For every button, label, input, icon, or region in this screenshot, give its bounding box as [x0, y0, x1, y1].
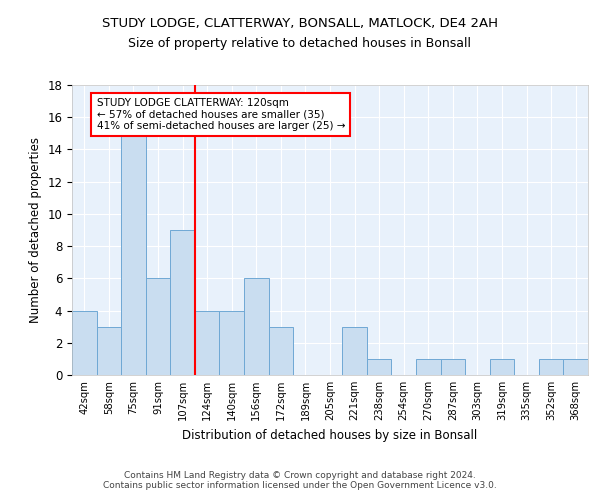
Text: STUDY LODGE CLATTERWAY: 120sqm
← 57% of detached houses are smaller (35)
41% of : STUDY LODGE CLATTERWAY: 120sqm ← 57% of … — [97, 98, 345, 131]
Bar — [563, 359, 588, 375]
Text: STUDY LODGE, CLATTERWAY, BONSALL, MATLOCK, DE4 2AH: STUDY LODGE, CLATTERWAY, BONSALL, MATLOC… — [102, 18, 498, 30]
Bar — [244, 278, 269, 375]
Bar — [121, 134, 146, 375]
Bar — [97, 326, 121, 375]
Text: Size of property relative to detached houses in Bonsall: Size of property relative to detached ho… — [128, 38, 472, 51]
Bar — [490, 359, 514, 375]
Bar — [342, 326, 367, 375]
Bar — [416, 359, 440, 375]
Text: Contains HM Land Registry data © Crown copyright and database right 2024.
Contai: Contains HM Land Registry data © Crown c… — [103, 470, 497, 490]
Bar — [146, 278, 170, 375]
Bar — [195, 310, 220, 375]
Bar — [269, 326, 293, 375]
X-axis label: Distribution of detached houses by size in Bonsall: Distribution of detached houses by size … — [182, 428, 478, 442]
Bar — [440, 359, 465, 375]
Bar — [170, 230, 195, 375]
Y-axis label: Number of detached properties: Number of detached properties — [29, 137, 42, 323]
Bar — [539, 359, 563, 375]
Bar — [367, 359, 391, 375]
Bar — [220, 310, 244, 375]
Bar — [72, 310, 97, 375]
